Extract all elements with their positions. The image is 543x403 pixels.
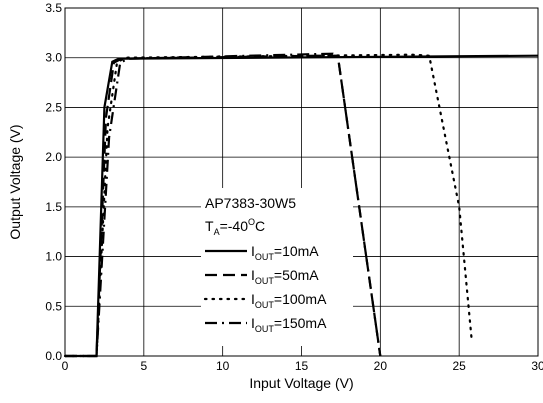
y-tick-label: 1.5: [45, 200, 62, 214]
series-line-2: [65, 54, 382, 358]
y-axis-label: Output Voltage (V): [7, 124, 23, 239]
legend-label-value: =100mA: [274, 291, 327, 307]
legend-label-2: IOUT=50mA: [251, 267, 319, 286]
legend: AP7383-30W5 TA=-40OC IOUT=10mAIOUT=50mAI…: [201, 188, 353, 346]
annotation-temperature: TA=-40OC: [205, 217, 265, 237]
legend-label-value: =10mA: [274, 243, 319, 259]
legend-label-sub: OUT: [255, 300, 275, 310]
x-tick-label: 30: [531, 359, 543, 373]
series-group: [63, 52, 539, 358]
annotation-temp-degree: O: [248, 217, 255, 227]
legend-label-main: I: [251, 291, 255, 307]
legend-label-sub: OUT: [255, 252, 275, 262]
annotation-part-number: AP7383-30W5: [205, 195, 296, 211]
y-tick-label: 3.0: [45, 51, 62, 65]
legend-label-sub: OUT: [255, 276, 275, 286]
legend-label-value: =50mA: [274, 267, 319, 283]
legend-label-main: I: [251, 315, 255, 331]
legend-label-sub: OUT: [255, 324, 275, 334]
x-tick-label: 20: [374, 359, 388, 373]
x-tick-label: 15: [295, 359, 309, 373]
legend-label-1: IOUT=10mA: [251, 243, 319, 262]
x-tick-label: 25: [452, 359, 466, 373]
legend-label-main: I: [251, 243, 255, 259]
series-line-4: [65, 52, 382, 358]
y-tick-label: 1.0: [45, 250, 62, 264]
annotation-temp-sub: A: [214, 227, 220, 237]
annotation-temp-symbol: T: [205, 218, 214, 234]
series-line-3: [63, 53, 473, 358]
x-axis-label: Input Voltage (V): [249, 375, 353, 391]
y-tick-label: 2.0: [45, 150, 62, 164]
y-tick-label: 0.0: [45, 349, 62, 363]
x-tick-label: 5: [140, 359, 147, 373]
y-tick-label: 3.5: [45, 1, 62, 15]
x-tick-label: 0: [62, 359, 69, 373]
legend-label-4: IOUT=150mA: [251, 315, 327, 334]
plot-frame: [64, 7, 539, 357]
legend-label-3: IOUT=100mA: [251, 291, 327, 310]
y-tick-label: 2.5: [45, 100, 62, 114]
legend-label-main: I: [251, 267, 255, 283]
y-tick-label: 0.5: [45, 299, 62, 313]
annotation-temp-value: =-40: [220, 218, 249, 234]
legend-label-value: =150mA: [274, 315, 327, 331]
x-tick-label: 10: [216, 359, 230, 373]
annotation-temp-unit: C: [255, 218, 265, 234]
tick-labels: 0 5 10 15 20 25 30 0.0 0.5 1.0 1.5 2.0 2.5 3.0 3.5: [45, 1, 543, 373]
legend-background: [201, 188, 353, 346]
